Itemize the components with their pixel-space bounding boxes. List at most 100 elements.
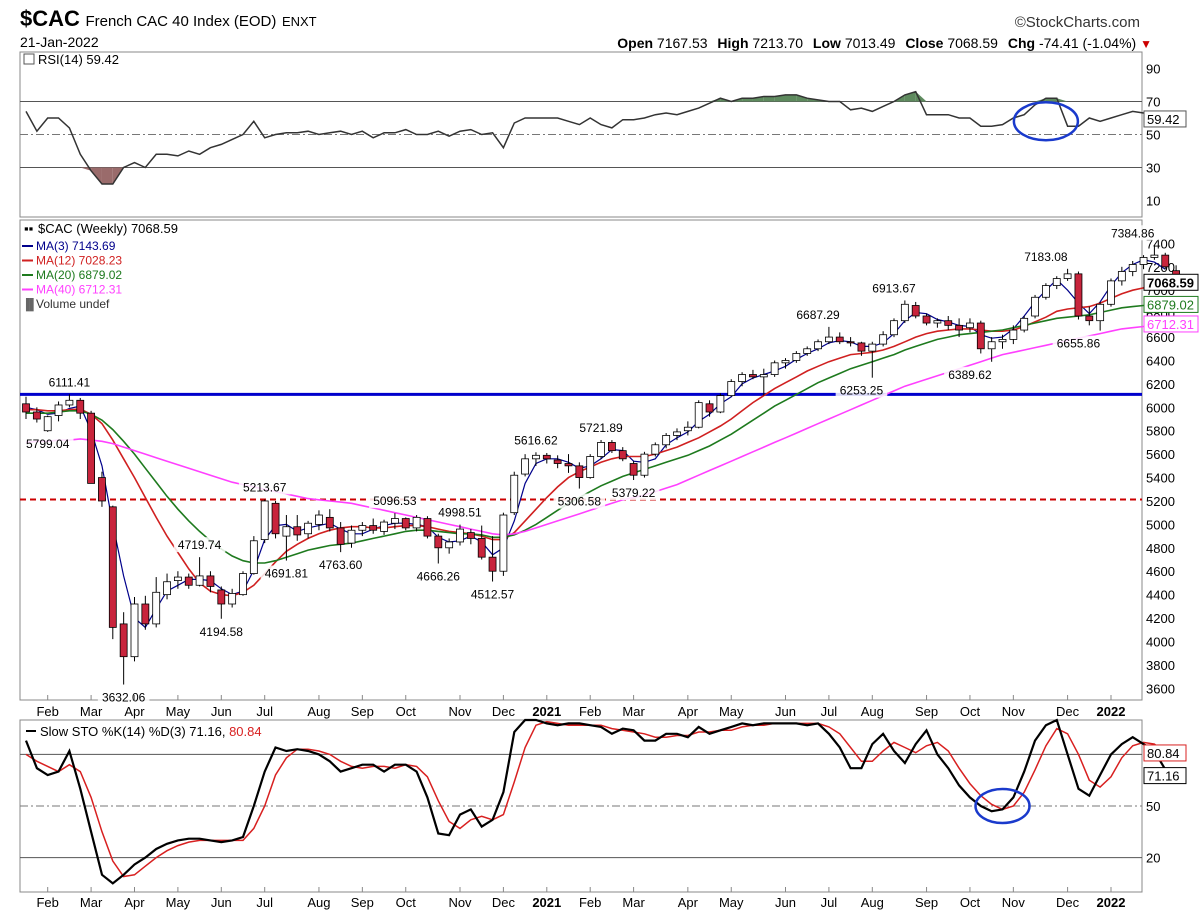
price-y-tick-6200: 6200 [1146, 377, 1175, 392]
rsi-title: RSI(14) 59.42 [38, 52, 119, 67]
price-label-bg [1020, 248, 1072, 264]
price-right-label-box [1143, 273, 1199, 291]
candle-down [325, 516, 334, 529]
price-y-tick-5600: 5600 [1146, 447, 1175, 462]
candle-up [987, 341, 996, 350]
sto-x-tick-label: Sep [915, 895, 938, 910]
price-point-label: 6655.86 [1057, 337, 1101, 351]
candle-up [803, 348, 812, 354]
price-y-tick-5800: 5800 [1146, 424, 1175, 439]
price-x-tick-label: Jul [256, 704, 273, 719]
price-label-bg [944, 366, 996, 382]
rsi-value-label: 59.42 [1147, 112, 1180, 127]
candle-down [922, 315, 931, 324]
low-value: 7013.49 [844, 35, 896, 51]
price-x-tick-label: Sep [351, 704, 374, 719]
sto-x-tick-label: Feb [36, 895, 58, 910]
candle-down [488, 556, 497, 572]
rsi-y-tick-90: 90 [1146, 62, 1160, 77]
chg-label: Chg [1007, 35, 1036, 51]
price-y-tick-3800: 3800 [1146, 658, 1175, 673]
index-name: French CAC 40 Index (EOD) [85, 13, 277, 30]
candle-down [401, 518, 410, 529]
price-label-bg [1052, 335, 1105, 351]
candle-down [119, 623, 128, 658]
low-label: Low [812, 35, 841, 51]
sto-x-tick-label: May [719, 895, 744, 910]
candle-down [1085, 315, 1094, 322]
high-label: High [717, 35, 749, 51]
price-point-label: 5096.53 [373, 494, 417, 508]
candle-up [673, 431, 681, 436]
candle-up [966, 322, 974, 329]
candle-up [1020, 317, 1029, 331]
candle-up [781, 360, 790, 364]
candle-up [792, 353, 801, 361]
candle-up [65, 399, 74, 406]
price-point-label: 6913.67 [872, 281, 916, 295]
sto-x-tick-label: Nov [448, 895, 472, 910]
price-x-tick-label: Nov [448, 704, 472, 719]
candle-down [542, 454, 551, 460]
sto-x-tick-label: Nov [1002, 895, 1026, 910]
candle-up [683, 426, 692, 432]
price-right-label: 7068.59 [1147, 275, 1194, 290]
stockcharts-credit[interactable]: ©StockCharts.com [1014, 14, 1140, 31]
candle-up [54, 404, 63, 416]
candle-up [694, 402, 703, 428]
sto-d-value-label: 80.84 [1147, 746, 1180, 761]
candle-down [553, 459, 562, 464]
candle-down [575, 465, 584, 478]
chart-title: $CAC French CAC 40 Index (EOD) ENXT [20, 6, 317, 32]
high-value: 7213.70 [752, 35, 804, 51]
rsi-overbought-fill [709, 98, 721, 102]
candle-up [998, 339, 1007, 343]
price-right-label: 6879.02 [1147, 297, 1194, 312]
candle-up [260, 500, 269, 541]
chg-value: -74.41 (-1.04%) [1038, 35, 1137, 51]
candle-up [868, 343, 877, 352]
price-x-tick-label: Mar [622, 704, 645, 719]
candle-up [900, 303, 909, 322]
price-point-label: 4691.81 [265, 567, 309, 581]
candle-down [608, 442, 616, 452]
sto-x-tick-label: Aug [861, 895, 884, 910]
candle-up [825, 336, 833, 343]
candle-up [239, 573, 247, 596]
symbol: $CAC [20, 6, 80, 31]
price-legend-entry: MA(20) 6879.02 [36, 268, 122, 282]
sto-d-value-box [1143, 744, 1187, 762]
candlestick-icon: ▪▪ [24, 221, 33, 236]
price-point-label: 4194.58 [200, 625, 244, 639]
price-right-label-box [1143, 295, 1199, 313]
price-point-label: 5721.89 [579, 421, 623, 435]
ohlc-summary: Open 7167.53 High 7213.70 Low 7013.49 Cl… [617, 35, 1152, 51]
price-x-tick-label: Apr [124, 704, 145, 719]
price-legend-entry: Volume undef [36, 297, 110, 311]
rsi-y-tick-10: 10 [1146, 194, 1160, 209]
price-point-label: 3632.06 [102, 691, 146, 705]
candle-up [651, 444, 660, 455]
price-point-label: 4666.26 [417, 569, 461, 583]
price-label-bg [553, 493, 606, 509]
candle-down [846, 341, 855, 344]
sto-x-tick-label: Jun [211, 895, 232, 910]
sto-x-tick-label: Dec [1056, 895, 1080, 910]
rsi-y-tick-50: 50 [1146, 128, 1160, 143]
close-label: Close [905, 35, 944, 51]
price-label-bg [510, 432, 562, 448]
sto-title: Slow STO %K(14) %D(3) 71.16, 80.84 [40, 724, 262, 739]
price-y-tick-7200: 7200 [1146, 260, 1175, 275]
price-point-label: 6389.62 [948, 368, 992, 382]
price-x-tick-label: Feb [36, 704, 58, 719]
candle-up [1009, 329, 1018, 340]
price-y-tick-6000: 6000 [1146, 400, 1175, 415]
price-point-label: 5616.62 [514, 433, 558, 447]
sto-x-tick-label: Oct [396, 895, 417, 910]
price-y-tick-3600: 3600 [1146, 681, 1175, 696]
price-x-tick-label: Sep [915, 704, 938, 719]
candle-up [814, 341, 822, 350]
price-legend-entry: MA(3) 7143.69 [36, 239, 116, 253]
price-label-bg [260, 565, 313, 581]
candle-down [87, 412, 95, 484]
